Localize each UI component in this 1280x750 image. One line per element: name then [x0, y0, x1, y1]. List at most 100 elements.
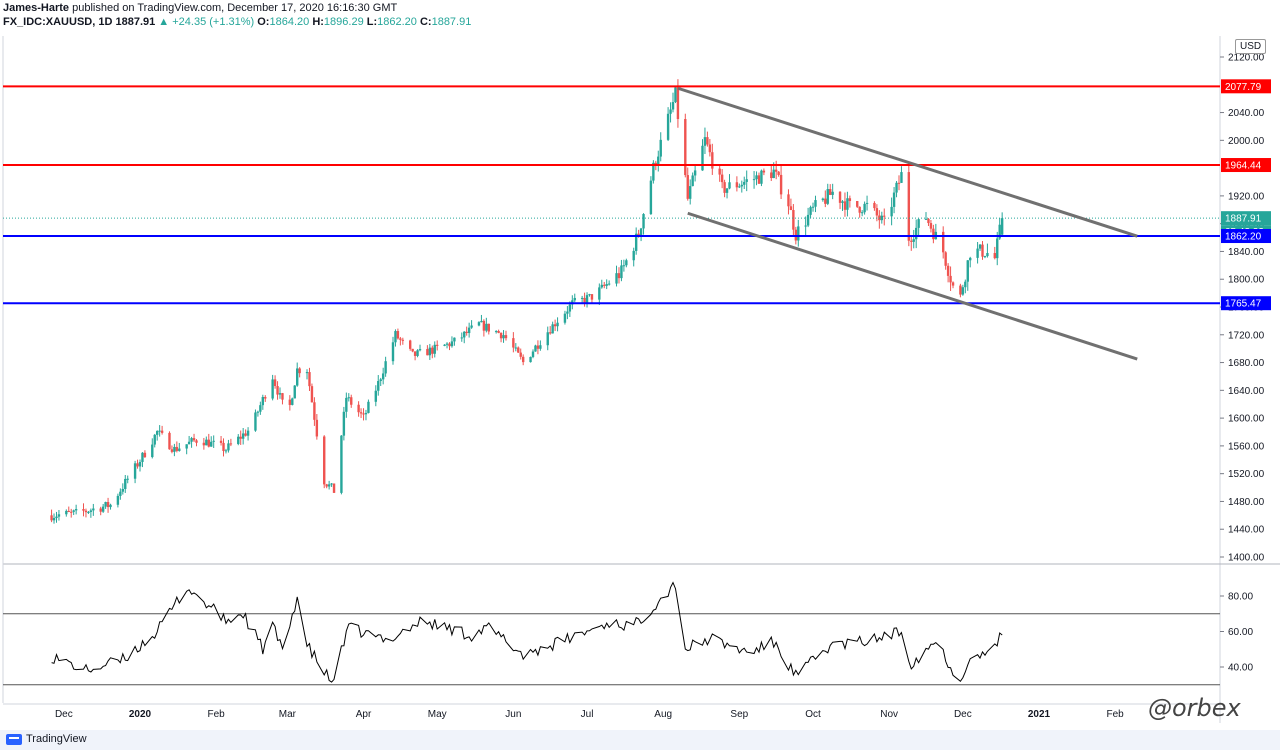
symbol-label[interactable]: FX_IDC:XAUUSD, 1D: [3, 16, 113, 28]
candle-body[interactable]: [843, 201, 847, 210]
candle-body[interactable]: [187, 441, 191, 445]
candle-body[interactable]: [463, 331, 466, 338]
candle-body[interactable]: [706, 137, 709, 145]
candle-body[interactable]: [880, 215, 883, 221]
candle-body[interactable]: [777, 171, 780, 175]
candle-body[interactable]: [109, 504, 112, 508]
candle-body[interactable]: [416, 350, 419, 356]
candle-body[interactable]: [910, 240, 913, 242]
candle-body[interactable]: [563, 313, 567, 323]
candle-body[interactable]: [684, 119, 687, 176]
candle-body[interactable]: [143, 452, 147, 458]
candle-body[interactable]: [426, 349, 429, 356]
candle-body[interactable]: [433, 344, 436, 354]
candle-body[interactable]: [725, 188, 729, 193]
candle-body[interactable]: [273, 379, 277, 387]
candle-body[interactable]: [978, 244, 982, 249]
candle-body[interactable]: [875, 208, 879, 216]
candle-body[interactable]: [195, 440, 198, 443]
candle-body[interactable]: [271, 379, 274, 399]
candle-body[interactable]: [895, 182, 898, 193]
candle-body[interactable]: [261, 397, 265, 406]
candle-body[interactable]: [1000, 218, 1004, 235]
candle-body[interactable]: [460, 337, 463, 339]
candle-body[interactable]: [124, 478, 127, 489]
candle-body[interactable]: [281, 393, 284, 400]
candle-body[interactable]: [634, 233, 638, 251]
currency-label[interactable]: USD: [1235, 39, 1267, 54]
candle-body[interactable]: [539, 345, 542, 349]
candle-body[interactable]: [924, 218, 928, 220]
candle-body[interactable]: [701, 145, 704, 171]
candle-body[interactable]: [210, 441, 213, 447]
candle-body[interactable]: [494, 331, 498, 333]
candle-body[interactable]: [396, 331, 400, 339]
candle-body[interactable]: [519, 352, 522, 357]
candle-body[interactable]: [743, 181, 746, 185]
candle-body[interactable]: [514, 347, 518, 349]
candle-body[interactable]: [944, 252, 947, 266]
candle-body[interactable]: [848, 198, 852, 201]
candle-body[interactable]: [482, 320, 486, 331]
candle-body[interactable]: [499, 332, 503, 339]
candle-body[interactable]: [74, 509, 78, 511]
candle-body[interactable]: [278, 393, 282, 395]
candle-body[interactable]: [467, 327, 471, 334]
candle-body[interactable]: [598, 287, 601, 300]
candle-body[interactable]: [291, 398, 294, 405]
candle-body[interactable]: [133, 463, 137, 479]
candle-body[interactable]: [774, 169, 778, 172]
candle-body[interactable]: [583, 297, 586, 303]
candle-body[interactable]: [622, 265, 626, 267]
candle-body[interactable]: [65, 510, 68, 515]
candle-body[interactable]: [642, 214, 645, 229]
candle-body[interactable]: [745, 179, 748, 182]
candle-body[interactable]: [359, 412, 363, 414]
candle-body[interactable]: [600, 284, 603, 288]
candle-body[interactable]: [330, 483, 333, 485]
candle-body[interactable]: [315, 419, 319, 437]
candle-body[interactable]: [883, 215, 886, 217]
candle-body[interactable]: [411, 348, 414, 352]
candle-body[interactable]: [470, 325, 473, 328]
candle-body[interactable]: [207, 439, 210, 447]
candle-body[interactable]: [450, 341, 454, 347]
author-name[interactable]: James-Harte: [3, 2, 70, 14]
candle-body[interactable]: [487, 323, 490, 332]
candle-body[interactable]: [436, 344, 439, 346]
channel-trendline[interactable]: [687, 211, 1138, 361]
candle-body[interactable]: [502, 335, 505, 339]
candle-body[interactable]: [757, 175, 761, 184]
candle-body[interactable]: [728, 182, 731, 189]
candle-body[interactable]: [485, 323, 488, 331]
candle-body[interactable]: [155, 431, 159, 435]
candle-body[interactable]: [325, 484, 328, 487]
candle-body[interactable]: [293, 385, 296, 399]
candle-body[interactable]: [772, 169, 775, 179]
candle-body[interactable]: [227, 443, 230, 451]
candle-body[interactable]: [789, 206, 793, 211]
candle-body[interactable]: [99, 508, 102, 512]
candle-body[interactable]: [254, 412, 257, 431]
candle-body[interactable]: [345, 397, 348, 412]
candle-body[interactable]: [556, 322, 559, 327]
candle-body[interactable]: [580, 297, 584, 299]
candle-body[interactable]: [858, 206, 861, 213]
candle-body[interactable]: [521, 356, 525, 363]
candle-body[interactable]: [480, 320, 483, 323]
candle-body[interactable]: [718, 168, 721, 175]
candle-body[interactable]: [313, 402, 316, 420]
candle-body[interactable]: [119, 491, 122, 496]
candle-body[interactable]: [703, 137, 707, 146]
candle-body[interactable]: [367, 401, 370, 413]
candle-body[interactable]: [659, 139, 662, 157]
candle-body[interactable]: [340, 435, 343, 493]
candle-body[interactable]: [504, 335, 508, 339]
candle-body[interactable]: [418, 349, 422, 351]
candle-body[interactable]: [84, 510, 88, 513]
candle-body[interactable]: [649, 180, 653, 215]
candle-body[interactable]: [914, 227, 918, 240]
candle-body[interactable]: [364, 412, 368, 415]
candle-body[interactable]: [160, 430, 164, 433]
candle-body[interactable]: [323, 436, 326, 485]
